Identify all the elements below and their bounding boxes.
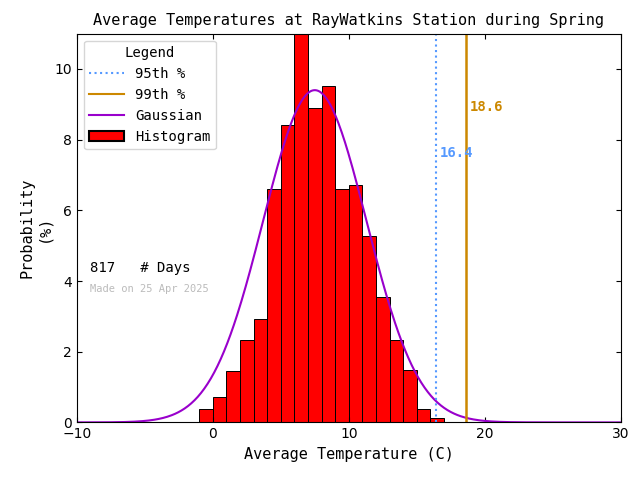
Text: 16.4: 16.4 xyxy=(440,146,474,160)
Bar xyxy=(417,409,431,422)
Bar xyxy=(308,108,322,422)
Text: 18.6: 18.6 xyxy=(470,100,503,114)
Bar xyxy=(362,237,376,422)
Title: Average Temperatures at RayWatkins Station during Spring: Average Temperatures at RayWatkins Stati… xyxy=(93,13,604,28)
Text: 817   # Days: 817 # Days xyxy=(90,261,191,275)
Bar xyxy=(335,190,349,422)
Y-axis label: Probability
(%): Probability (%) xyxy=(19,178,52,278)
Bar xyxy=(322,86,335,422)
Bar xyxy=(390,340,403,422)
Bar xyxy=(403,371,417,422)
Bar xyxy=(281,125,294,422)
Bar xyxy=(376,297,390,422)
Bar xyxy=(253,319,268,422)
Bar xyxy=(227,371,240,422)
Bar xyxy=(349,185,362,422)
Text: Made on 25 Apr 2025: Made on 25 Apr 2025 xyxy=(90,284,209,294)
Bar xyxy=(431,418,444,422)
Bar xyxy=(212,396,227,422)
X-axis label: Average Temperature (C): Average Temperature (C) xyxy=(244,447,454,462)
Legend: 95th %, 99th %, Gaussian, Histogram: 95th %, 99th %, Gaussian, Histogram xyxy=(84,40,216,149)
Bar xyxy=(294,34,308,422)
Bar xyxy=(240,340,253,422)
Bar xyxy=(199,409,212,422)
Bar xyxy=(268,190,281,422)
